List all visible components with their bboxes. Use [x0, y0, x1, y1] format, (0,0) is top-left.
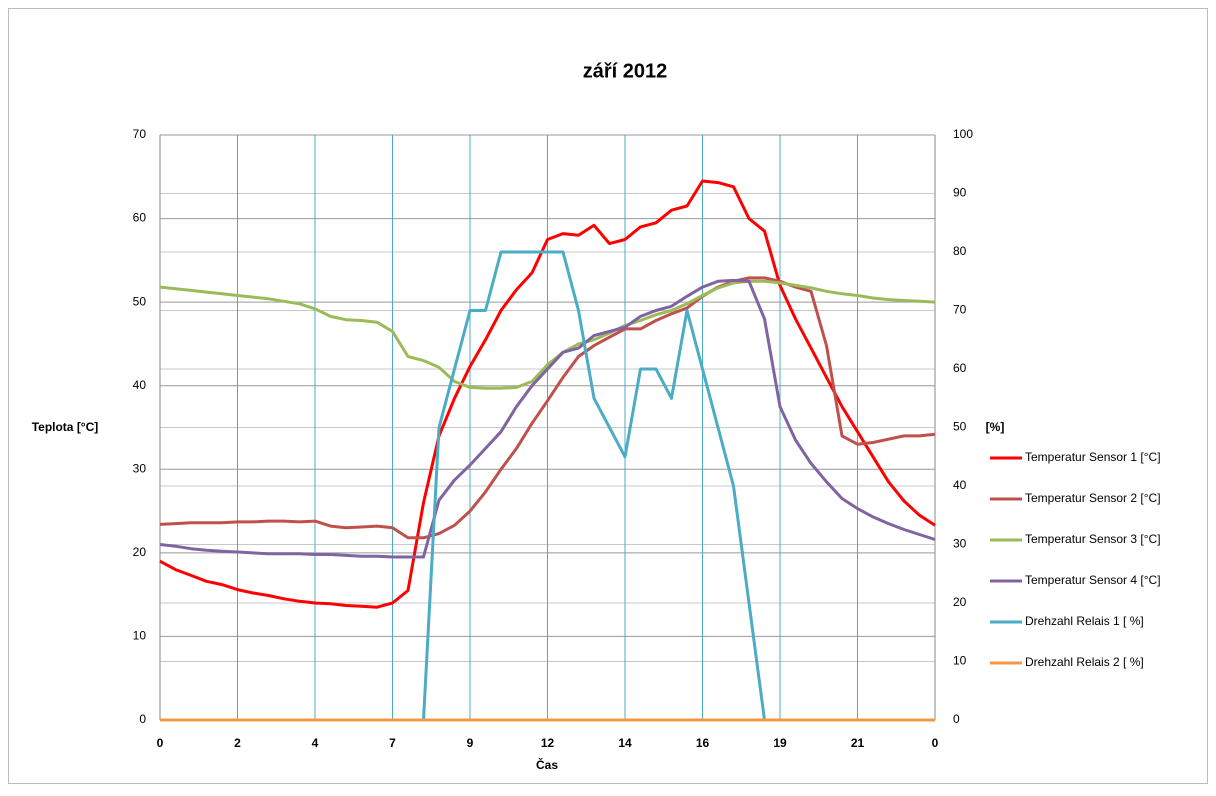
y2-tick-label: 80 — [953, 244, 967, 258]
y-tick-label: 70 — [133, 127, 147, 141]
y2-tick-label: 50 — [953, 420, 967, 434]
legend-label: Temperatur Sensor 1 [°C] — [1025, 450, 1161, 464]
y2-tick-label: 20 — [953, 595, 967, 609]
x-tick-label: 2 — [234, 736, 241, 750]
x-tick-label: 12 — [541, 736, 555, 750]
legend-label: Drehzahl Relais 2 [ %] — [1025, 655, 1144, 669]
x-tick-label: 0 — [932, 736, 939, 750]
x-tick-label: 7 — [389, 736, 396, 750]
y2-tick-label: 90 — [953, 186, 967, 200]
y-tick-label: 40 — [133, 378, 147, 392]
legend-label: Drehzahl Relais 1 [ %] — [1025, 614, 1144, 628]
series-line — [159, 278, 936, 559]
y-tick-label: 50 — [133, 294, 147, 308]
series-line — [159, 179, 936, 609]
y2-tick-label: 30 — [953, 537, 967, 551]
x-tick-label: 16 — [696, 736, 710, 750]
legend-label: Temperatur Sensor 3 [°C] — [1025, 532, 1161, 546]
x-axis-label: Čas — [536, 757, 558, 772]
y2-tick-label: 40 — [953, 478, 967, 492]
series-line — [159, 276, 936, 540]
y2-tick-label: 60 — [953, 361, 967, 375]
legend-label: Temperatur Sensor 4 [°C] — [1025, 573, 1161, 587]
y2-tick-label: 10 — [953, 654, 967, 668]
chart-title: září 2012 — [583, 60, 668, 82]
chart-frame — [8, 8, 1208, 784]
y-axis-label: Teplota [°C] — [32, 420, 99, 434]
x-tick-label: 9 — [467, 736, 474, 750]
y-tick-label: 20 — [133, 545, 147, 559]
x-tick-label: 4 — [312, 736, 319, 750]
y2-tick-label: 100 — [953, 127, 973, 141]
y2-axis-label: [%] — [986, 420, 1005, 434]
series-line — [159, 279, 936, 390]
y-tick-label: 60 — [133, 211, 147, 225]
y2-tick-label: 70 — [953, 303, 967, 317]
y-tick-label: 10 — [133, 629, 147, 643]
y-tick-label: 30 — [133, 461, 147, 475]
x-tick-label: 14 — [618, 736, 632, 750]
legend-label: Temperatur Sensor 2 [°C] — [1025, 491, 1161, 505]
y2-tick-label: 0 — [953, 712, 960, 726]
x-tick-label: 0 — [157, 736, 164, 750]
y-tick-label: 0 — [139, 712, 146, 726]
x-tick-label: 19 — [773, 736, 787, 750]
x-tick-label: 21 — [851, 736, 865, 750]
